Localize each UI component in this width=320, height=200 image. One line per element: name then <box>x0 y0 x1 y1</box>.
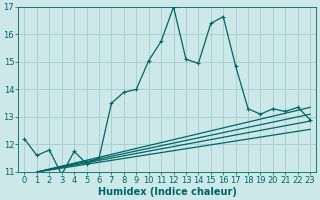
X-axis label: Humidex (Indice chaleur): Humidex (Indice chaleur) <box>98 187 237 197</box>
